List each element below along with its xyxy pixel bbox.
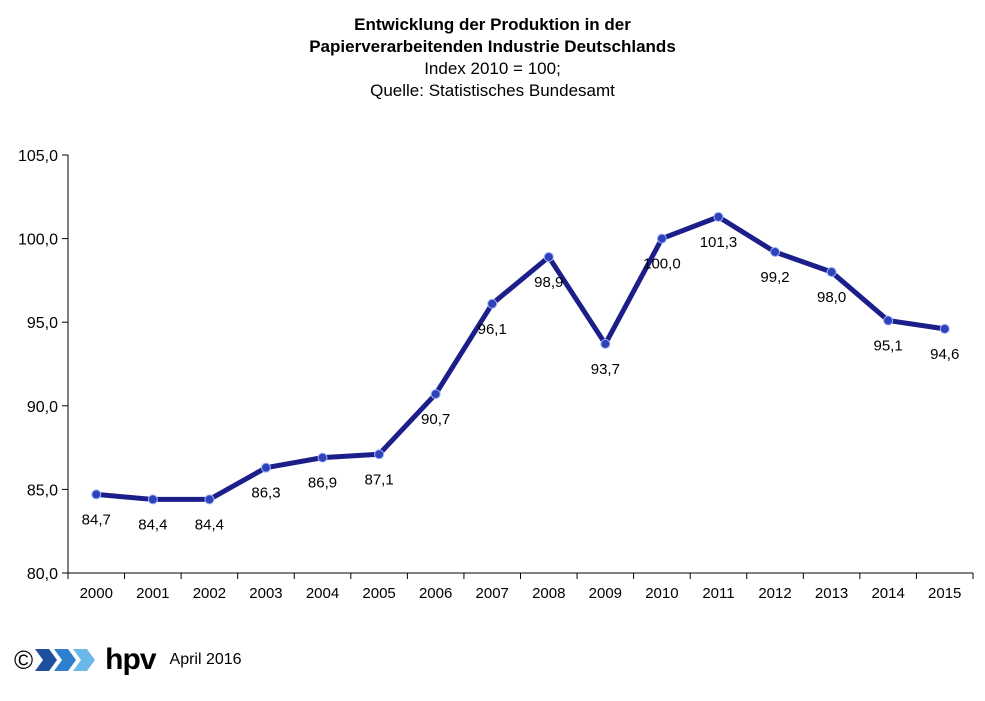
data-point xyxy=(600,338,611,349)
chart-source: Quelle: Statistisches Bundesamt xyxy=(370,81,615,100)
chart-title-line2: Papierverarbeitenden Industrie Deutschla… xyxy=(309,37,676,56)
hpv-logo-text: hpv xyxy=(105,643,156,676)
data-point xyxy=(147,494,158,505)
x-tick-label: 2014 xyxy=(871,585,904,602)
logo-chevron-3 xyxy=(73,649,96,671)
data-label: 98,9 xyxy=(534,274,563,291)
data-label: 93,7 xyxy=(591,361,620,378)
data-point xyxy=(91,489,102,500)
data-label: 90,7 xyxy=(421,411,450,428)
data-label: 95,1 xyxy=(874,338,903,355)
data-point xyxy=(770,246,781,257)
y-tick-label: 100,0 xyxy=(18,232,58,249)
data-point xyxy=(939,323,950,334)
logo-chevron-2 xyxy=(54,649,77,671)
data-point xyxy=(204,494,215,505)
footer: © hpv April 2016 xyxy=(14,640,242,680)
chart-subtitle: Index 2010 = 100; xyxy=(424,59,561,78)
x-tick-label: 2001 xyxy=(136,585,169,602)
data-point xyxy=(317,452,328,463)
data-label: 86,9 xyxy=(308,475,337,492)
data-label: 98,0 xyxy=(817,289,846,306)
data-label: 99,2 xyxy=(760,269,789,286)
chart-title-block: Entwicklung der Produktion in der Papier… xyxy=(0,14,985,102)
data-point xyxy=(713,211,724,222)
x-tick-label: 2006 xyxy=(419,585,452,602)
data-label: 84,4 xyxy=(138,516,167,533)
footer-date: April 2016 xyxy=(169,651,242,668)
x-tick-label: 2009 xyxy=(589,585,622,602)
series-line xyxy=(93,214,948,502)
x-tick-label: 2012 xyxy=(758,585,791,602)
x-tick-label: 2005 xyxy=(362,585,395,602)
data-point xyxy=(430,389,441,400)
y-tick-label: 90,0 xyxy=(27,399,58,416)
y-tick-label: 95,0 xyxy=(27,315,58,332)
x-tick-label: 2013 xyxy=(815,585,848,602)
x-tick-label: 2000 xyxy=(80,585,113,602)
x-tick-label: 2015 xyxy=(928,585,961,602)
data-point xyxy=(543,251,554,262)
y-tick-label: 105,0 xyxy=(18,148,58,165)
data-label: 87,1 xyxy=(364,471,393,488)
data-label: 96,1 xyxy=(478,321,507,338)
data-point xyxy=(656,233,667,244)
data-point xyxy=(487,298,498,309)
data-point xyxy=(883,315,894,326)
y-tick-label: 80,0 xyxy=(27,566,58,583)
data-point xyxy=(826,267,837,278)
data-label: 101,3 xyxy=(700,234,738,251)
x-tick-label: 2007 xyxy=(476,585,509,602)
copyright-symbol: © xyxy=(14,645,34,675)
data-label: 94,6 xyxy=(930,346,959,363)
x-tick-label: 2010 xyxy=(645,585,678,602)
x-tick-label: 2002 xyxy=(193,585,226,602)
chart-title: Entwicklung der Produktion in der xyxy=(354,15,631,34)
x-tick-label: 2011 xyxy=(702,585,734,602)
data-point xyxy=(260,462,271,473)
data-label: 84,7 xyxy=(82,511,111,528)
data-point xyxy=(374,449,385,460)
line-chart: 80,0 85,0 90,0 95,0 100,0 105,0 2000 2001 2002 20… xyxy=(18,148,974,602)
x-tick-label: 2004 xyxy=(306,585,339,602)
data-label: 84,4 xyxy=(195,516,224,533)
y-tick-label: 85,0 xyxy=(27,482,58,499)
logo-chevron-1 xyxy=(35,649,58,671)
x-tick-label: 2003 xyxy=(249,585,282,602)
data-label: 86,3 xyxy=(251,485,280,502)
x-tick-label: 2008 xyxy=(532,585,565,602)
chevron-logo-icon xyxy=(35,647,97,673)
data-label: 100,0 xyxy=(643,256,681,273)
